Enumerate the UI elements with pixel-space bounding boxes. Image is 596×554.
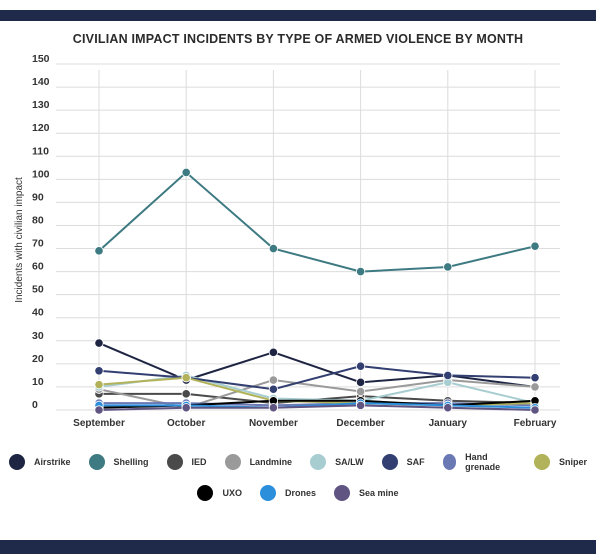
data-point-landmine	[355, 386, 366, 397]
data-point-sea-mine	[355, 400, 366, 410]
data-point-airstrike	[94, 338, 104, 348]
legend-item: Shelling	[88, 454, 149, 470]
y-tick-label: 150	[32, 53, 50, 65]
data-point-saf	[355, 361, 366, 371]
legend-label: Airstrike	[34, 457, 71, 467]
data-point-shelling	[443, 262, 453, 272]
x-tick-label: January	[429, 418, 468, 429]
data-point-sea-mine	[181, 403, 191, 413]
y-tick-label: 100	[32, 168, 50, 180]
legend-swatch	[442, 454, 457, 470]
legend-swatch	[224, 454, 241, 470]
data-point-shelling	[355, 266, 366, 277]
data-point-saf	[268, 384, 278, 394]
legend-label: Sniper	[558, 457, 587, 467]
legend-label: Hand grenade	[465, 452, 501, 472]
data-point-airstrike	[268, 347, 278, 357]
legend-swatch	[334, 485, 350, 501]
data-point-saf	[530, 373, 540, 383]
y-tick-label: 80	[32, 214, 44, 226]
data-point-saf	[443, 370, 453, 380]
series-line-shelling	[98, 171, 536, 273]
legend-label: SA/LW	[335, 457, 364, 467]
series-line-drones	[99, 402, 536, 409]
legend-swatch	[88, 454, 105, 470]
legend-swatch	[197, 485, 214, 501]
y-tick-label: 60	[32, 261, 44, 273]
legend-label: Landmine	[249, 457, 293, 467]
legend-item: SA/LW	[310, 454, 364, 470]
data-point-sea-mine	[530, 405, 540, 415]
x-tick-label: November	[249, 418, 298, 429]
data-point-landmine	[530, 382, 540, 392]
legend-item: IED	[166, 454, 207, 470]
data-point-sniper	[181, 373, 191, 383]
legend-item: Landmine	[224, 454, 293, 470]
bottom-banner	[0, 540, 596, 554]
x-tick-label: December	[336, 418, 384, 429]
y-tick-label: 0	[32, 399, 38, 411]
y-tick-label: 50	[32, 284, 44, 296]
y-tick-label: 30	[32, 330, 44, 342]
legend-swatch	[166, 454, 183, 470]
data-point-shelling	[530, 241, 540, 251]
legend-item: UXO	[197, 485, 242, 501]
legend-swatch	[381, 454, 398, 470]
data-point-sniper	[94, 380, 104, 390]
data-point-sea-mine	[443, 403, 453, 413]
y-tick-label: 20	[32, 353, 44, 365]
x-tick-label: February	[514, 418, 557, 429]
legend-item: Drones	[259, 485, 316, 501]
data-point-shelling	[268, 243, 278, 254]
legend-item: SAF	[381, 454, 425, 470]
y-tick-label: 10	[32, 376, 44, 388]
legend-label: IED	[191, 457, 207, 467]
y-axis-label: Incidents with civilian impact	[14, 177, 25, 303]
y-tick-label: 140	[32, 76, 50, 88]
series-line-hand-grenade	[99, 402, 536, 407]
y-tick-label: 40	[32, 307, 44, 319]
legend-row-1: Airstrike Shelling IED Landmine SA/LW SAF Hand…	[0, 452, 596, 472]
x-tick-label: October	[167, 418, 205, 429]
legend-row-2: UXO Drones Sea mine	[0, 485, 596, 501]
y-tick-label: 70	[32, 238, 44, 250]
series-line-saf	[98, 365, 536, 391]
legend-label: Sea mine	[359, 488, 399, 498]
y-tick-label: 110	[32, 145, 49, 157]
series-line-airstrike	[98, 342, 536, 388]
chart-title: CIVILIAN IMPACT INCIDENTS BY TYPE OF ARM…	[72, 32, 524, 46]
y-tick-label: 120	[32, 122, 50, 134]
legend-swatch	[533, 454, 550, 470]
data-point-airstrike	[355, 377, 366, 387]
data-point-saf	[94, 366, 104, 376]
top-banner	[0, 10, 596, 21]
legend-label: SAF	[406, 457, 425, 467]
data-point-ied	[181, 389, 191, 399]
legend-label: UXO	[222, 488, 242, 498]
legend-item: Sniper	[533, 454, 587, 470]
data-point-landmine	[268, 375, 278, 385]
legend-item: Airstrike	[9, 454, 71, 470]
series-line-sea-mine	[98, 404, 536, 411]
legend-swatch	[259, 485, 276, 501]
data-point-sea-mine	[94, 405, 104, 415]
legend-swatch	[9, 454, 25, 470]
legend-item: Hand grenade	[442, 452, 516, 472]
legend-label: Shelling	[113, 457, 149, 467]
legend-swatch	[310, 454, 327, 470]
y-tick-label: 130	[32, 99, 50, 111]
data-point-sea-mine	[268, 403, 278, 413]
data-point-shelling	[181, 167, 191, 178]
legend-item: Sea mine	[334, 485, 399, 501]
data-point-shelling	[94, 246, 104, 256]
legend-label: Drones	[284, 488, 316, 498]
x-tick-label: September	[73, 418, 125, 429]
y-tick-label: 90	[32, 191, 44, 203]
